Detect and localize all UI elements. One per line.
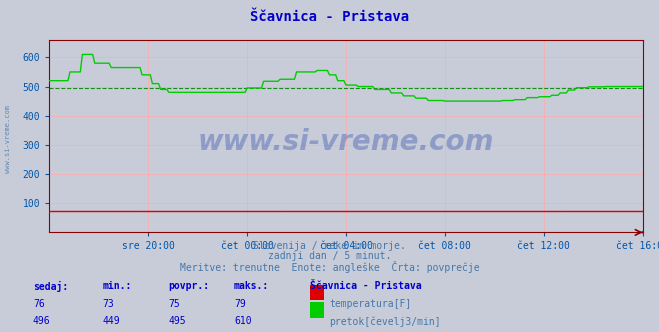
Text: 76: 76: [33, 299, 45, 309]
Text: Ščavnica - Pristava: Ščavnica - Pristava: [250, 10, 409, 24]
Text: Slovenija / reke in morje.: Slovenija / reke in morje.: [253, 241, 406, 251]
Text: 79: 79: [234, 299, 246, 309]
Text: 496: 496: [33, 316, 51, 326]
Text: min.:: min.:: [102, 281, 132, 290]
Text: zadnji dan / 5 minut.: zadnji dan / 5 minut.: [268, 251, 391, 261]
Text: temperatura[F]: temperatura[F]: [330, 299, 412, 309]
Text: 495: 495: [168, 316, 186, 326]
Text: sedaj:: sedaj:: [33, 281, 68, 291]
Text: maks.:: maks.:: [234, 281, 269, 290]
Text: www.si-vreme.com: www.si-vreme.com: [198, 128, 494, 156]
Text: pretok[čevelj3/min]: pretok[čevelj3/min]: [330, 316, 441, 327]
Text: 73: 73: [102, 299, 114, 309]
Text: povpr.:: povpr.:: [168, 281, 209, 290]
Text: 449: 449: [102, 316, 120, 326]
Text: 610: 610: [234, 316, 252, 326]
Text: Ščavnica - Pristava: Ščavnica - Pristava: [310, 281, 421, 290]
Text: Meritve: trenutne  Enote: angleške  Črta: povprečje: Meritve: trenutne Enote: angleške Črta: …: [180, 261, 479, 273]
Text: 75: 75: [168, 299, 180, 309]
Text: www.si-vreme.com: www.si-vreme.com: [5, 106, 11, 173]
